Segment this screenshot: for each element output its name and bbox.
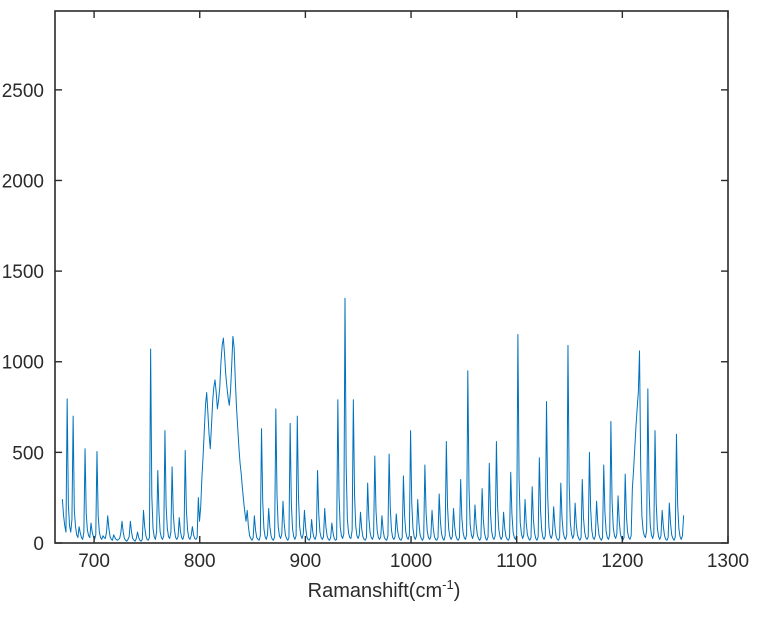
x-axis-title-paren: ) [454,580,461,602]
x-axis-ticks [93,11,729,543]
x-tick-label: 900 [290,551,322,572]
y-tick-label: 2500 [2,81,44,102]
x-tick-label: 1100 [496,551,537,572]
y-tick-label: 2000 [2,171,44,192]
y-tick-label: 1500 [2,262,44,283]
x-tick-label: 800 [184,551,216,572]
y-tick-label: 500 [12,443,44,464]
y-tick-label: 0 [33,534,44,555]
x-axis-title-text: Ramanshift(cm [308,580,442,602]
axes-box [54,10,729,544]
x-axis-title: Ramanshift(cm-1) [308,577,461,602]
spectrum-line-group [61,297,685,542]
x-tick-label: 1000 [390,551,432,572]
axes-border [54,10,729,544]
y-axis-ticks [55,89,728,544]
y-tick-labels: 0 500 1000 1500 2000 2500 [2,81,44,555]
x-axis-title-superscript: -1 [442,577,454,592]
x-tick-label: 700 [78,551,110,572]
y-tick-label: 1000 [2,353,44,374]
spectrum-line [61,297,685,542]
x-tick-label: 1300 [707,551,749,572]
x-axis-title-main: Ramanshift(cm-1) [308,577,461,602]
x-tick-label: 1200 [601,551,643,572]
x-tick-labels: 700 800 900 1000 1100 1200 1300 [78,551,749,572]
